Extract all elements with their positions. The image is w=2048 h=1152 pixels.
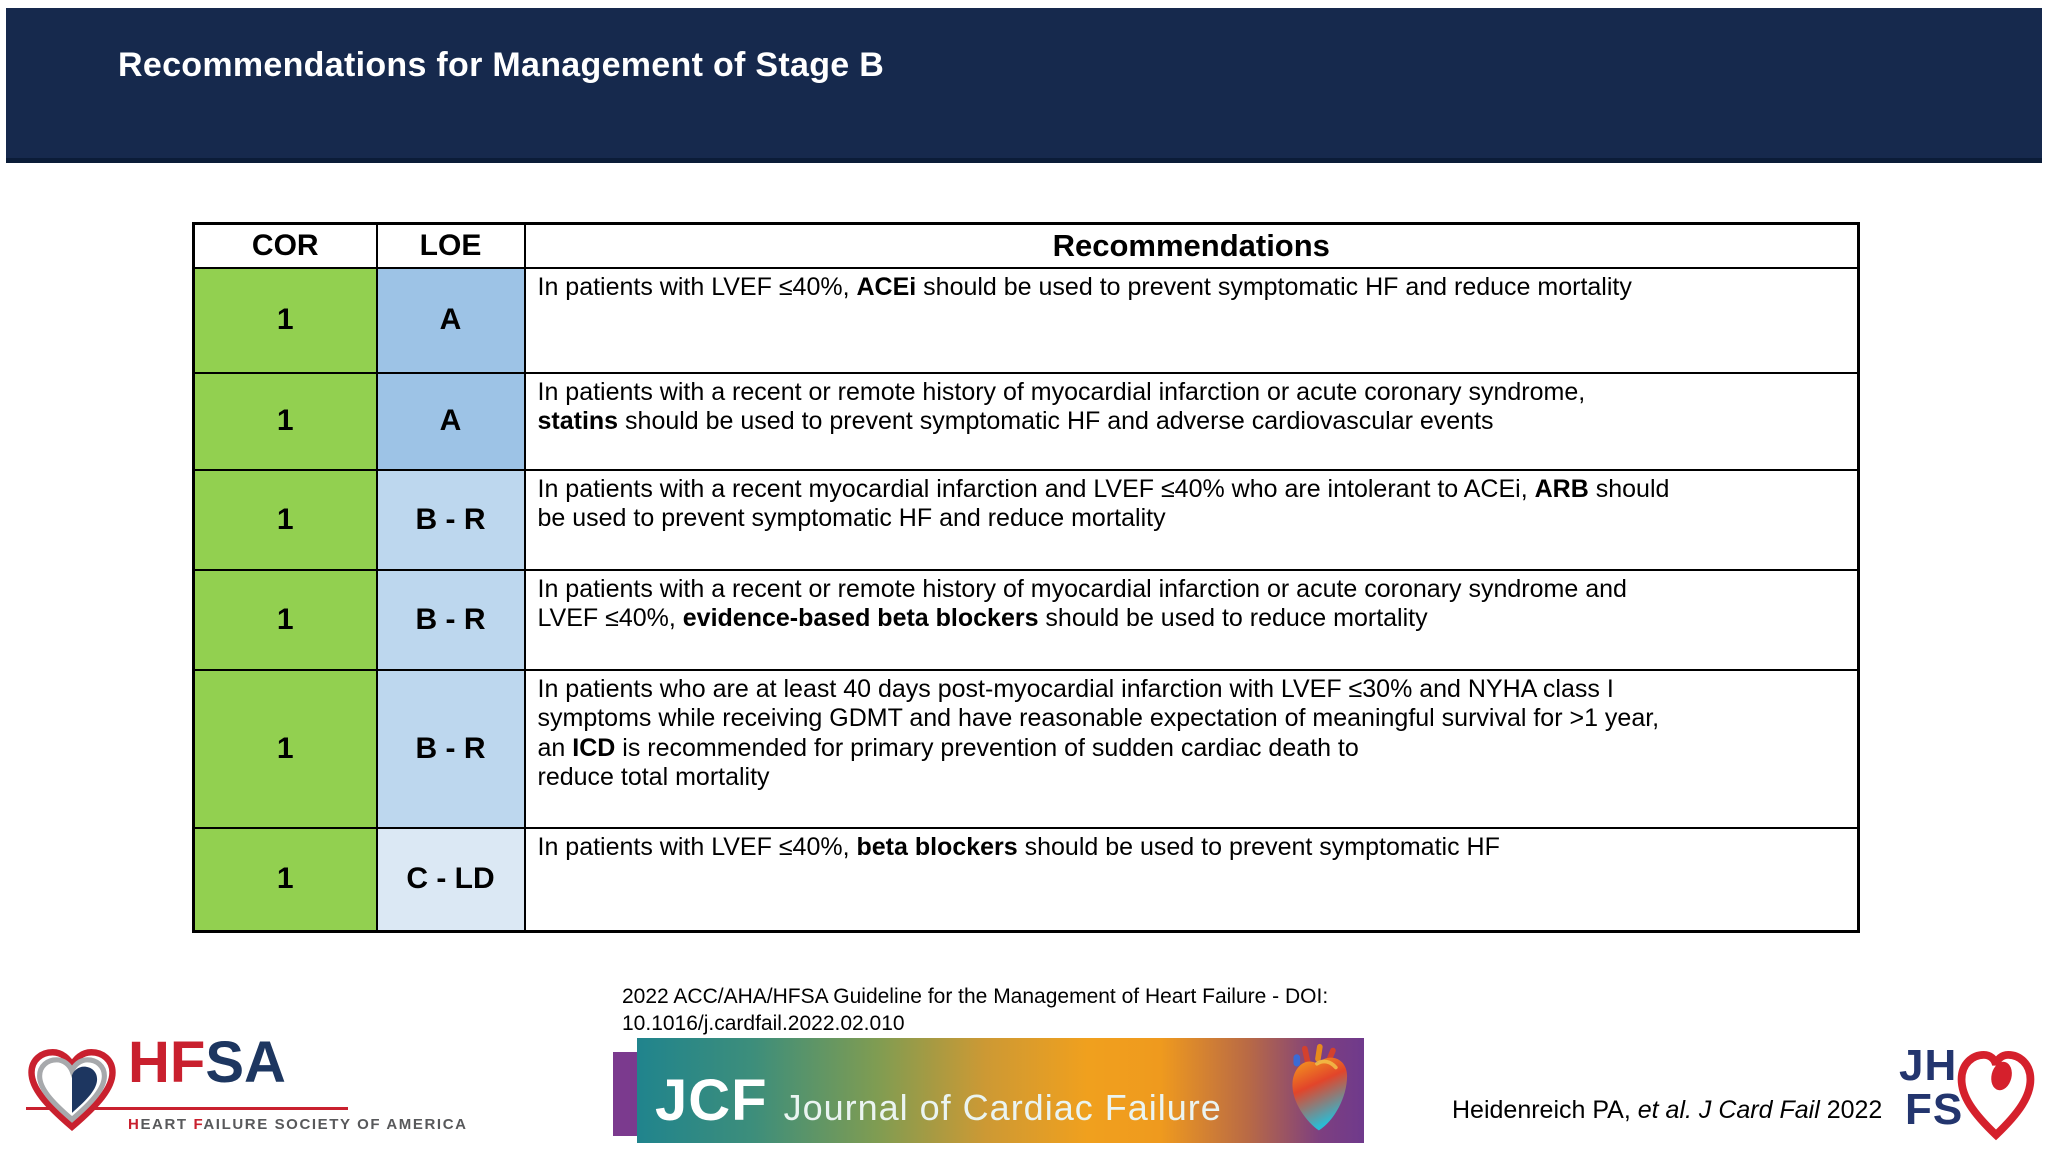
cor-cell: 1 [192, 826, 378, 933]
recommendation-cell: In patients with LVEF ≤40%, beta blocker… [523, 826, 1860, 933]
loe-cell: C - LD [375, 826, 526, 933]
reference-italic: et al. J Card Fail [1637, 1096, 1820, 1124]
loe-cell: A [375, 266, 526, 374]
cor-cell: 1 [192, 668, 378, 829]
cor-cell: 1 [192, 371, 378, 471]
loe-cell: B - R [375, 468, 526, 571]
recommendation-cell: In patients who are at least 40 days pos… [523, 668, 1860, 829]
hfsa-heart-icon [28, 1049, 116, 1132]
jcf-banner-text: JCF Journal of Cardiac Failure [655, 1072, 1222, 1130]
recommendations-table: COR LOE Recommendations 1 A In patients wi… [192, 222, 1860, 933]
recommendation-cell: In patients with a recent or remote hist… [523, 371, 1860, 471]
jhfs-line1: JH [1899, 1041, 1958, 1090]
table-row: 1 A In patients with a recent or remote hi… [192, 371, 1860, 471]
cor-cell: 1 [192, 266, 378, 374]
col-header-cor: COR [192, 222, 378, 269]
loe-cell: A [375, 371, 526, 471]
reference-citation: Heidenreich PA, et al. J Card Fail 2022 [1452, 1096, 1882, 1125]
header-bar: Recommendations for Management of Stage … [6, 8, 2042, 163]
table-body: 1 A In patients with LVEF ≤40%, ACEi shoul… [192, 266, 1860, 933]
page-title: Recommendations for Management of Stage … [118, 46, 885, 84]
recommendation-cell: In patients with LVEF ≤40%, ACEi should … [523, 266, 1860, 374]
hfsa-underline [26, 1107, 348, 1110]
reference-suffix: 2022 [1819, 1096, 1883, 1124]
table-header-row: COR LOE Recommendations [192, 222, 1860, 269]
citation-line-2: 10.1016/j.cardfail.2022.02.010 [622, 1012, 905, 1036]
hfsa-wordmark: HFSA [128, 1030, 286, 1095]
cor-cell: 1 [192, 468, 378, 571]
cor-cell: 1 [192, 568, 378, 671]
jhfs-logo: JH FS [1893, 1044, 2045, 1150]
reference-prefix: Heidenreich PA, [1452, 1096, 1638, 1124]
hfsa-tagline: HEART FAILURE SOCIETY OF AMERICA [128, 1116, 468, 1133]
col-header-loe: LOE [375, 222, 526, 269]
recommendation-cell: In patients with a recent or remote hist… [523, 568, 1860, 671]
jhfs-line2: FS [1905, 1085, 1964, 1134]
jcf-abbreviation: JCF [655, 1068, 768, 1133]
citation: 2022 ACC/AHA/HFSA Guideline for the Mana… [622, 983, 1328, 1038]
jhfs-heart-icon [1957, 1050, 2035, 1141]
loe-cell: B - R [375, 568, 526, 671]
jcf-banner: JCF Journal of Cardiac Failure [637, 1038, 1364, 1143]
anatomical-heart-icon [1292, 1043, 1348, 1131]
citation-line-1: 2022 ACC/AHA/HFSA Guideline for the Mana… [622, 985, 1329, 1008]
jcf-banner-tab [613, 1052, 640, 1136]
table-row: 1 A In patients with LVEF ≤40%, ACEi shoul… [192, 266, 1860, 374]
recommendation-cell: In patients with a recent myocardial inf… [523, 468, 1860, 571]
col-header-recommendations: Recommendations [523, 222, 1860, 269]
loe-cell: B - R [375, 668, 526, 829]
jcf-journal-name: Journal of Cardiac Failure [783, 1087, 1222, 1128]
hfsa-logo: HFSA HEART FAILURE SOCIETY OF AMERICA [26, 1034, 466, 1148]
